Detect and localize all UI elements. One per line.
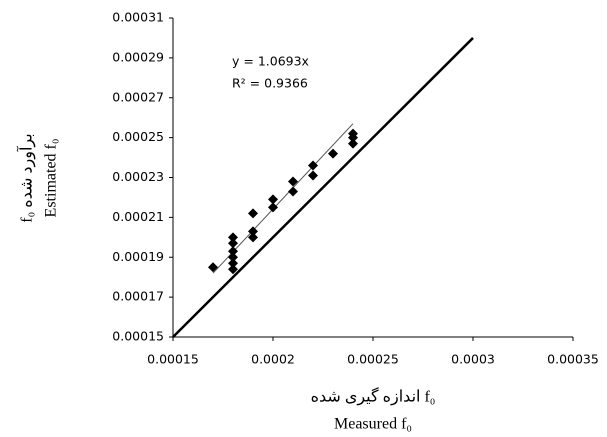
point [288, 176, 298, 187]
point [248, 232, 258, 243]
y-tick-label: 0.00021 [112, 209, 164, 224]
y-axis-title: Estimated f₀ [43, 139, 60, 218]
y-tick-label: 0.00031 [112, 10, 164, 25]
point [228, 232, 238, 243]
x-tick-label: 0.00035 [547, 352, 599, 367]
y-axis-title: برآورد شده f₀ [16, 133, 36, 222]
trendline [212, 123, 354, 274]
x-tick-label: 0.0002 [251, 352, 295, 367]
point [288, 186, 298, 197]
r-squared: R² = 0.9366 [232, 76, 308, 91]
point [228, 238, 238, 249]
y-tick-label: 0.00015 [112, 329, 164, 344]
equation: y = 1.0693x [232, 54, 309, 69]
y-tick-label: 0.00019 [112, 249, 164, 264]
reference-line [172, 37, 474, 338]
point [328, 148, 338, 159]
point [228, 246, 238, 257]
point [208, 262, 218, 273]
x-tick-label: 0.00025 [347, 352, 399, 367]
point [308, 160, 318, 171]
x-tick-label: 0.00015 [147, 352, 199, 367]
point [228, 252, 238, 263]
point [348, 138, 358, 149]
y-tick-label: 0.00017 [112, 289, 164, 304]
point [348, 132, 358, 143]
y-tick-label: 0.00029 [112, 49, 164, 64]
x-axis-title: Measured f₀ [334, 416, 412, 433]
y-tick-label: 0.00027 [112, 89, 164, 104]
point [228, 258, 238, 269]
point [308, 170, 318, 181]
point [268, 194, 278, 205]
point [248, 208, 258, 219]
point [228, 264, 238, 275]
y-tick-label: 0.00025 [112, 129, 164, 144]
point [268, 202, 278, 213]
y-tick-label: 0.00023 [112, 169, 164, 184]
point [248, 226, 258, 237]
x-axis-title: f₀ اندازه گیری شده [311, 387, 436, 406]
x-tick-label: 0.0003 [451, 352, 495, 367]
